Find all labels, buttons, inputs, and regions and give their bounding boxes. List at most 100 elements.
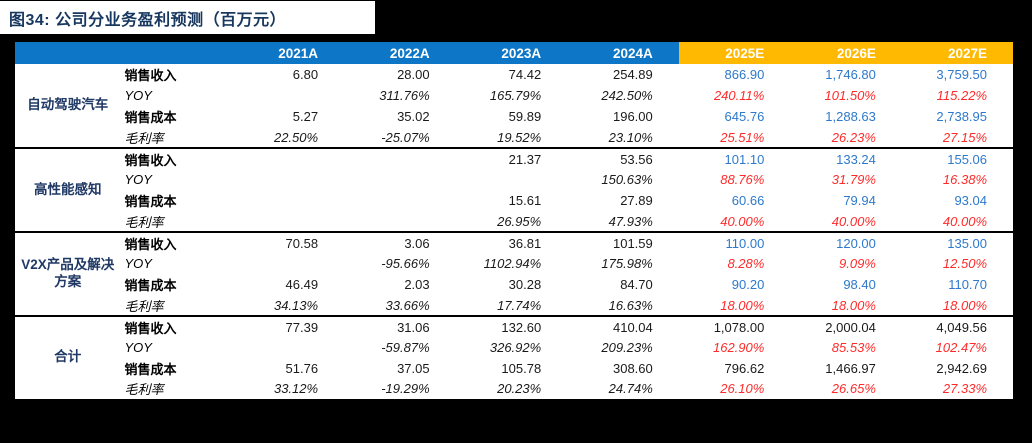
table-row: 毛利率 34.13% 33.66% 17.74% 16.63% 18.00% 18.00% 1… xyxy=(15,295,1014,316)
data-cell xyxy=(233,169,345,190)
data-cell: 40.00% xyxy=(831,213,876,229)
data-cell: 27.15% xyxy=(942,129,987,145)
group-label: 高性能感知 xyxy=(14,147,121,232)
row-label: 销售收入 xyxy=(120,231,233,253)
data-cell: 53.56 xyxy=(567,147,679,169)
data-cell: -59.87% xyxy=(381,340,430,355)
data-cell: 1102.94% xyxy=(483,256,542,271)
data-cell: 311.76% xyxy=(379,88,430,103)
data-cell: 46.49 xyxy=(285,277,319,292)
group-label: 自动驾驶汽车 xyxy=(27,97,109,113)
data-cell: 30.28 xyxy=(508,277,542,292)
data-cell: 23.10% xyxy=(608,129,653,145)
table-row: 毛利率 22.50% -25.07% 19.52% 23.10% 25.51% 26.23%… xyxy=(15,127,1014,148)
data-cell xyxy=(344,190,456,211)
data-cell xyxy=(344,211,456,232)
data-cell: 18.00% xyxy=(831,297,876,313)
row-label: 毛利率 xyxy=(124,130,164,146)
data-cell: 102.47% xyxy=(935,340,987,355)
group-label: 合计 xyxy=(14,315,121,400)
row-label: YOY xyxy=(124,256,152,271)
row-label: 销售成本 xyxy=(124,110,177,125)
figure-title-strip: 图34: 公司分业务盈利预测（百万元） xyxy=(0,1,375,34)
data-cell: 1,288.63 xyxy=(825,109,876,124)
row-label: 销售成本 xyxy=(124,362,177,377)
table-row: YOY 311.76% 165.79% 242.50% 240.11% 101.50% 11… xyxy=(15,85,1014,106)
data-cell: 60.66 xyxy=(731,193,765,208)
forecast-table: 2021A 2022A 2023A 2024A 2025E 2026E 2027E 自动驾驶… xyxy=(14,42,1014,402)
data-cell: 105.78 xyxy=(501,361,542,376)
data-cell: 20.23% xyxy=(497,381,542,397)
data-cell: 79.94 xyxy=(843,193,876,208)
data-cell: 135.00 xyxy=(901,231,1014,253)
data-cell: 34.13% xyxy=(273,297,319,313)
data-cell: 3,759.50 xyxy=(936,67,987,82)
data-cell: 26.10% xyxy=(720,381,765,397)
data-cell: 17.74% xyxy=(497,297,542,313)
data-cell: 47.93% xyxy=(608,213,653,229)
data-cell: 24.74% xyxy=(608,381,653,397)
data-cell: 12.50% xyxy=(942,256,987,271)
data-cell: 27.89 xyxy=(620,193,653,208)
row-label: YOY xyxy=(124,88,152,103)
table-row: 高性能感知 销售收入 21.37 53.56 101.10 133.24 155.06 xyxy=(14,147,1014,232)
data-cell: 2,000.04 xyxy=(790,315,902,337)
table-row: 毛利率 26.95% 47.93% 40.00% 40.00% 40.00% xyxy=(15,211,1014,232)
row-label: 毛利率 xyxy=(124,214,164,230)
data-cell xyxy=(344,169,456,190)
data-cell: 74.42 xyxy=(508,67,542,82)
data-cell xyxy=(344,147,456,169)
data-cell xyxy=(233,190,345,211)
data-cell xyxy=(233,85,345,106)
data-cell: 16.38% xyxy=(942,172,987,187)
data-cell: 308.60 xyxy=(612,361,653,376)
data-cell: 37.05 xyxy=(397,361,430,376)
data-cell xyxy=(456,169,568,190)
data-cell: 33.66% xyxy=(385,297,430,313)
table-row: YOY -95.66% 1102.94% 175.98% 8.28% 9.09% 12.50… xyxy=(15,253,1014,274)
table-row: 毛利率 33.12% -19.29% 20.23% 24.74% 26.10% 26.65%… xyxy=(15,379,1014,400)
table-row: 销售成本 15.61 27.89 60.66 79.94 93.04 xyxy=(15,190,1014,211)
data-cell: 5.27 xyxy=(292,109,319,124)
data-cell: 93.04 xyxy=(954,193,987,208)
data-cell: 27.33% xyxy=(942,381,987,397)
data-cell: 26.95% xyxy=(497,213,542,229)
data-cell: 120.00 xyxy=(790,231,902,253)
data-cell: 36.81 xyxy=(455,231,568,253)
row-label: 毛利率 xyxy=(124,298,164,314)
data-cell: 326.92% xyxy=(489,340,542,355)
column-header-2021A: 2021A xyxy=(232,42,345,64)
table-row: YOY 150.63% 88.76% 31.79% 16.38% xyxy=(15,169,1014,190)
row-label: 销售收入 xyxy=(124,68,177,83)
row-label: 销售收入 xyxy=(120,315,233,337)
data-cell: 77.39 xyxy=(232,315,345,337)
row-label: 毛利率 xyxy=(124,382,164,398)
data-cell: 26.65% xyxy=(831,381,876,397)
data-cell: 110.70 xyxy=(948,277,987,292)
header-spacer xyxy=(14,42,233,64)
data-cell: -19.29% xyxy=(381,381,430,397)
table-row: YOY -59.87% 326.92% 209.23% 162.90% 85.53% 102… xyxy=(15,337,1014,358)
data-cell: 28.00 xyxy=(397,67,430,82)
data-cell: 90.20 xyxy=(731,277,765,292)
data-cell: 1,746.80 xyxy=(825,67,876,82)
column-header-2023A: 2023A xyxy=(455,42,568,64)
table-row: 合计 销售收入 77.39 31.06 132.60 410.04 1,078.00 2,00… xyxy=(14,315,1014,400)
data-cell: 19.52% xyxy=(497,129,542,145)
row-label: 销售成本 xyxy=(124,194,177,209)
data-cell: -25.07% xyxy=(381,129,430,145)
data-cell: 85.53% xyxy=(831,340,876,355)
data-cell: 51.76 xyxy=(285,361,319,376)
data-cell: 866.90 xyxy=(724,67,765,82)
data-cell xyxy=(232,147,345,169)
table-row: 自动驾驶汽车 销售收入 6.80 28.00 74.42 254.89 866.90 1,74… xyxy=(15,64,1014,112)
data-cell: 133.24 xyxy=(790,147,902,169)
column-header-2025E: 2025E xyxy=(678,42,791,64)
forecast-table-container: 2021A 2022A 2023A 2024A 2025E 2026E 2027E 自动驾驶… xyxy=(14,42,1014,402)
data-cell: 2,738.95 xyxy=(936,109,987,124)
data-cell xyxy=(233,337,345,358)
data-cell: 25.51% xyxy=(720,129,765,145)
column-header-2026E: 2026E xyxy=(790,42,902,64)
table-row: V2X产品及解决方案 销售收入 70.58 3.06 36.81 101.59 110.00… xyxy=(14,231,1014,316)
